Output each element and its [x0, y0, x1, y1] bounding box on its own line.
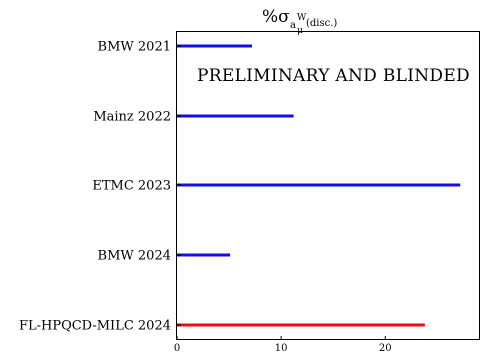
- category-label-1: Mainz 2022: [93, 110, 171, 125]
- x-tick-label-0: 0: [174, 343, 180, 352]
- chart-title-sub: a: [290, 20, 296, 31]
- category-label-3: BMW 2024: [98, 249, 171, 264]
- plot-area: BMW 2021 Mainz 2022 ETMC 2023 BMW 2024 FL-HP…: [19, 31, 480, 352]
- bars: [177, 44, 461, 327]
- plot-frame: [176, 31, 480, 340]
- annotation-text: PRELIMINARY AND BLINDED: [197, 66, 470, 86]
- category-label-2: ETMC 2023: [92, 179, 171, 194]
- x-ticks: 0 10 20: [174, 336, 392, 352]
- y-ticks: [177, 45, 181, 326]
- x-tick-label-1: 10: [275, 343, 288, 352]
- category-label-0: BMW 2021: [98, 40, 171, 55]
- chart-title-tail: (disc.): [306, 18, 337, 29]
- chart-title-main: %σ: [262, 7, 290, 27]
- category-labels: BMW 2021 Mainz 2022 ETMC 2023 BMW 2024 FL-HP…: [19, 40, 171, 334]
- chart-title-sup: W: [297, 13, 307, 23]
- category-label-4: FL-HPQCD-MILC 2024: [19, 319, 171, 334]
- x-tick-label-2: 20: [379, 343, 392, 352]
